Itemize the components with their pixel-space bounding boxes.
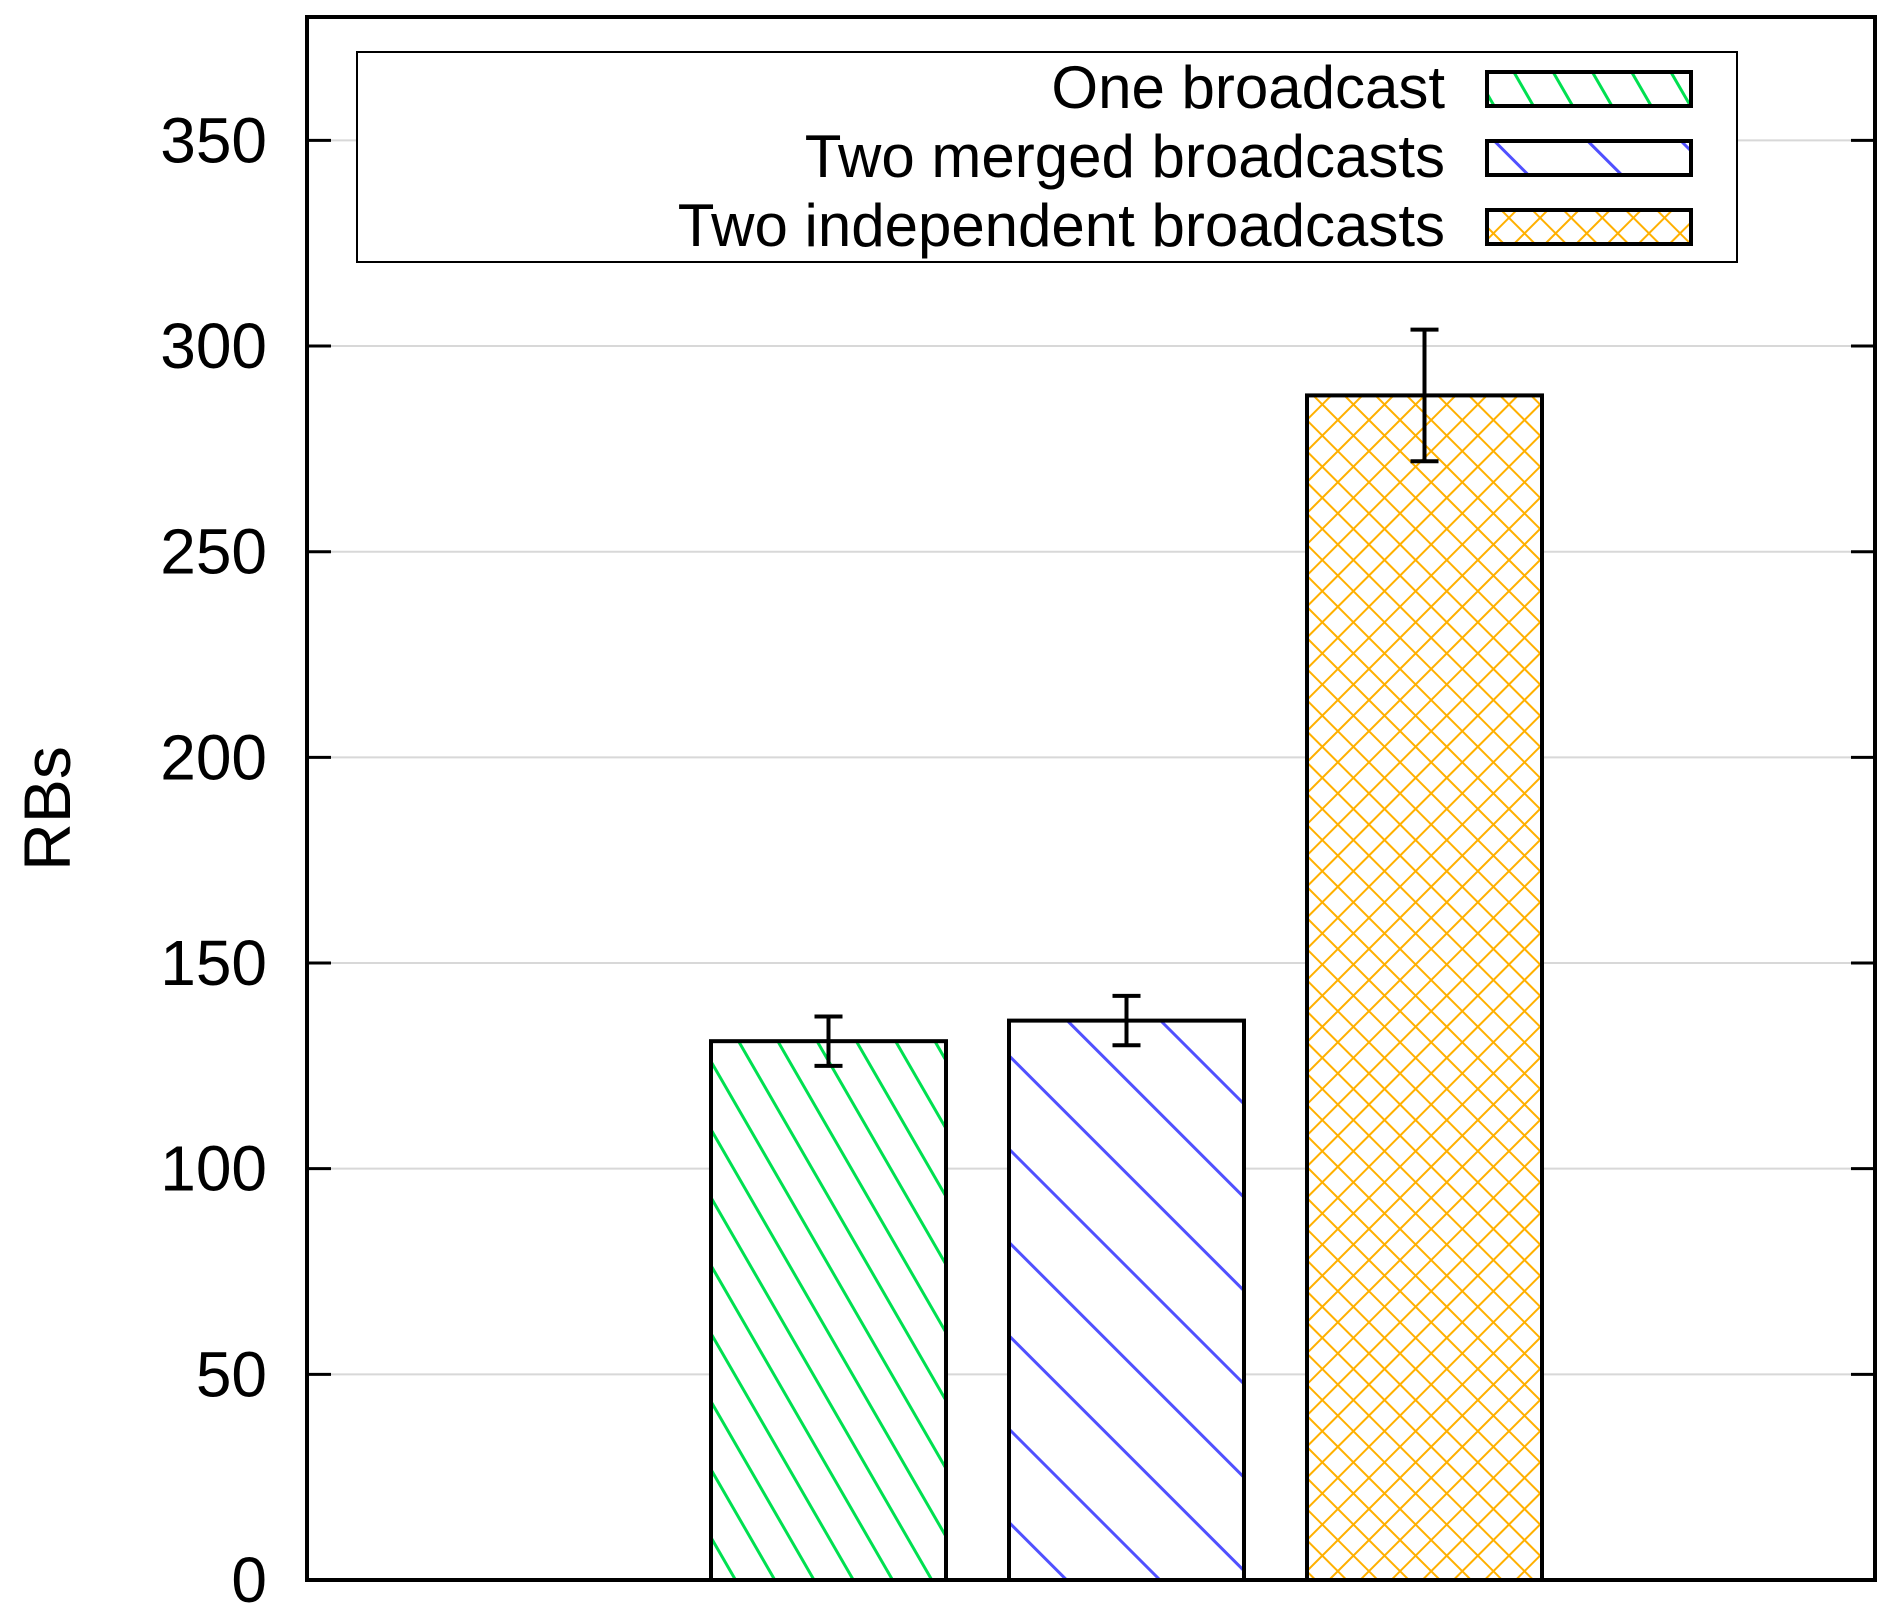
legend-label-3: Two independent broadcasts [678,192,1445,259]
y-tick-label: 200 [160,721,267,793]
error-bar-2 [1112,993,1141,1048]
y-tick-label: 100 [160,1133,267,1205]
bar-1 [709,1039,948,1582]
error-bar-1 [814,1014,843,1068]
legend-swatch-2 [1485,139,1693,177]
y-tick-label: 0 [231,1544,267,1615]
legend-label-1: One broadcast [1051,54,1445,121]
legend-label-2: Two merged broadcasts [805,123,1445,190]
bar-3 [1305,393,1544,1582]
y-tick-label: 150 [160,927,267,999]
plot-frame [305,15,1877,1582]
error-bar-3 [1410,327,1439,464]
legend-swatch-3 [1485,208,1693,246]
y-tick-label: 50 [196,1338,267,1410]
y-tick-label: 350 [160,104,267,176]
y-tick-label: 300 [160,310,267,382]
error-bars [814,327,1439,1068]
y-tick-label: 250 [160,516,267,588]
bars [709,393,1544,1582]
bar-2 [1007,1018,1246,1582]
y-axis-title: RBs [10,746,84,871]
y-axis-ticks: 0 50 100 150 200 250 300 350 [160,104,1875,1615]
legend-swatch-1 [1485,70,1693,108]
